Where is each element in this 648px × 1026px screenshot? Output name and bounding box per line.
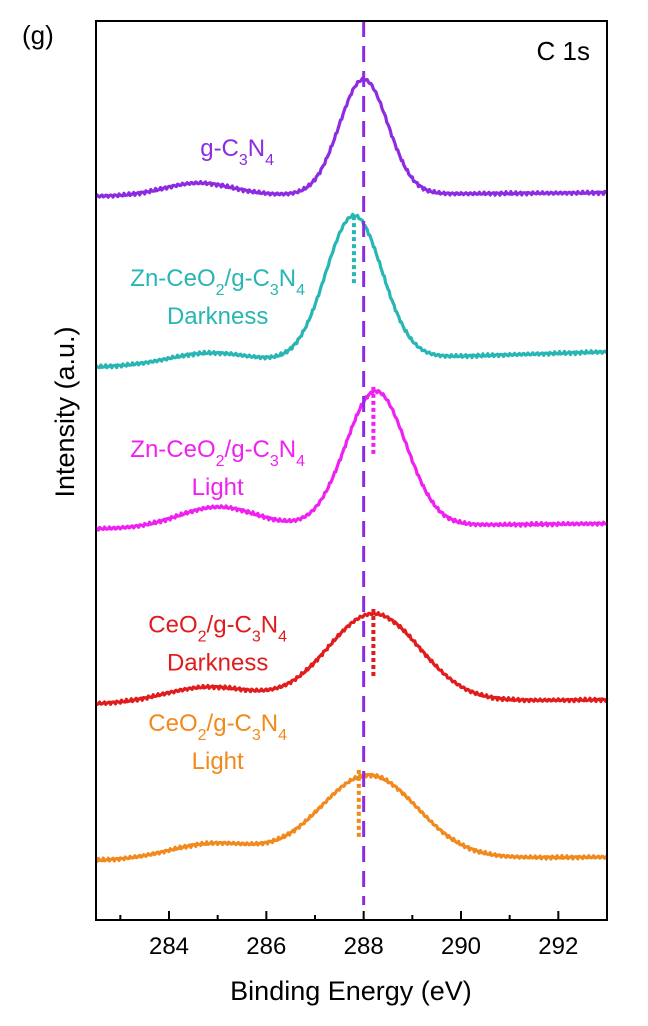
series-label: CeO2/g-C3N4 <box>148 611 287 645</box>
series-line <box>94 772 609 864</box>
x-tick-label: 286 <box>246 933 286 960</box>
series-label: Zn-CeO2/g-C3N4 <box>130 436 305 470</box>
panel-label: (g) <box>22 20 54 50</box>
y-axis-label: Intensity (a.u.) <box>50 326 80 497</box>
series-group <box>94 76 609 864</box>
series-label: Darkness <box>167 303 268 330</box>
x-axis-ticks: 284 286 288 290 292 <box>119 911 578 960</box>
series-label: g-C3N4 <box>200 135 274 169</box>
chart-title: C 1s <box>537 36 590 66</box>
series-line <box>94 76 608 199</box>
peak-markers <box>351 216 376 838</box>
series-line <box>94 212 609 370</box>
series-label: Light <box>192 474 244 501</box>
series-label: Darkness <box>167 649 268 676</box>
plot-frame <box>95 20 608 921</box>
series-label: CeO2/g-C3N4 <box>148 710 287 744</box>
series-labels: g-C3N4 Zn-CeO2/g-C3N4 Darkness Zn-CeO2/g-C3… <box>130 135 305 775</box>
x-tick-label: 288 <box>344 933 384 960</box>
x-tick-label: 290 <box>441 933 481 960</box>
series-label: Zn-CeO2/g-C3N4 <box>130 265 305 299</box>
x-tick-label: 284 <box>149 933 189 960</box>
x-axis-label: Binding Energy (eV) <box>230 976 472 1006</box>
series-label: Light <box>192 748 244 775</box>
series-line <box>95 610 609 706</box>
x-tick-label: 292 <box>538 933 578 960</box>
series-line <box>95 388 608 532</box>
